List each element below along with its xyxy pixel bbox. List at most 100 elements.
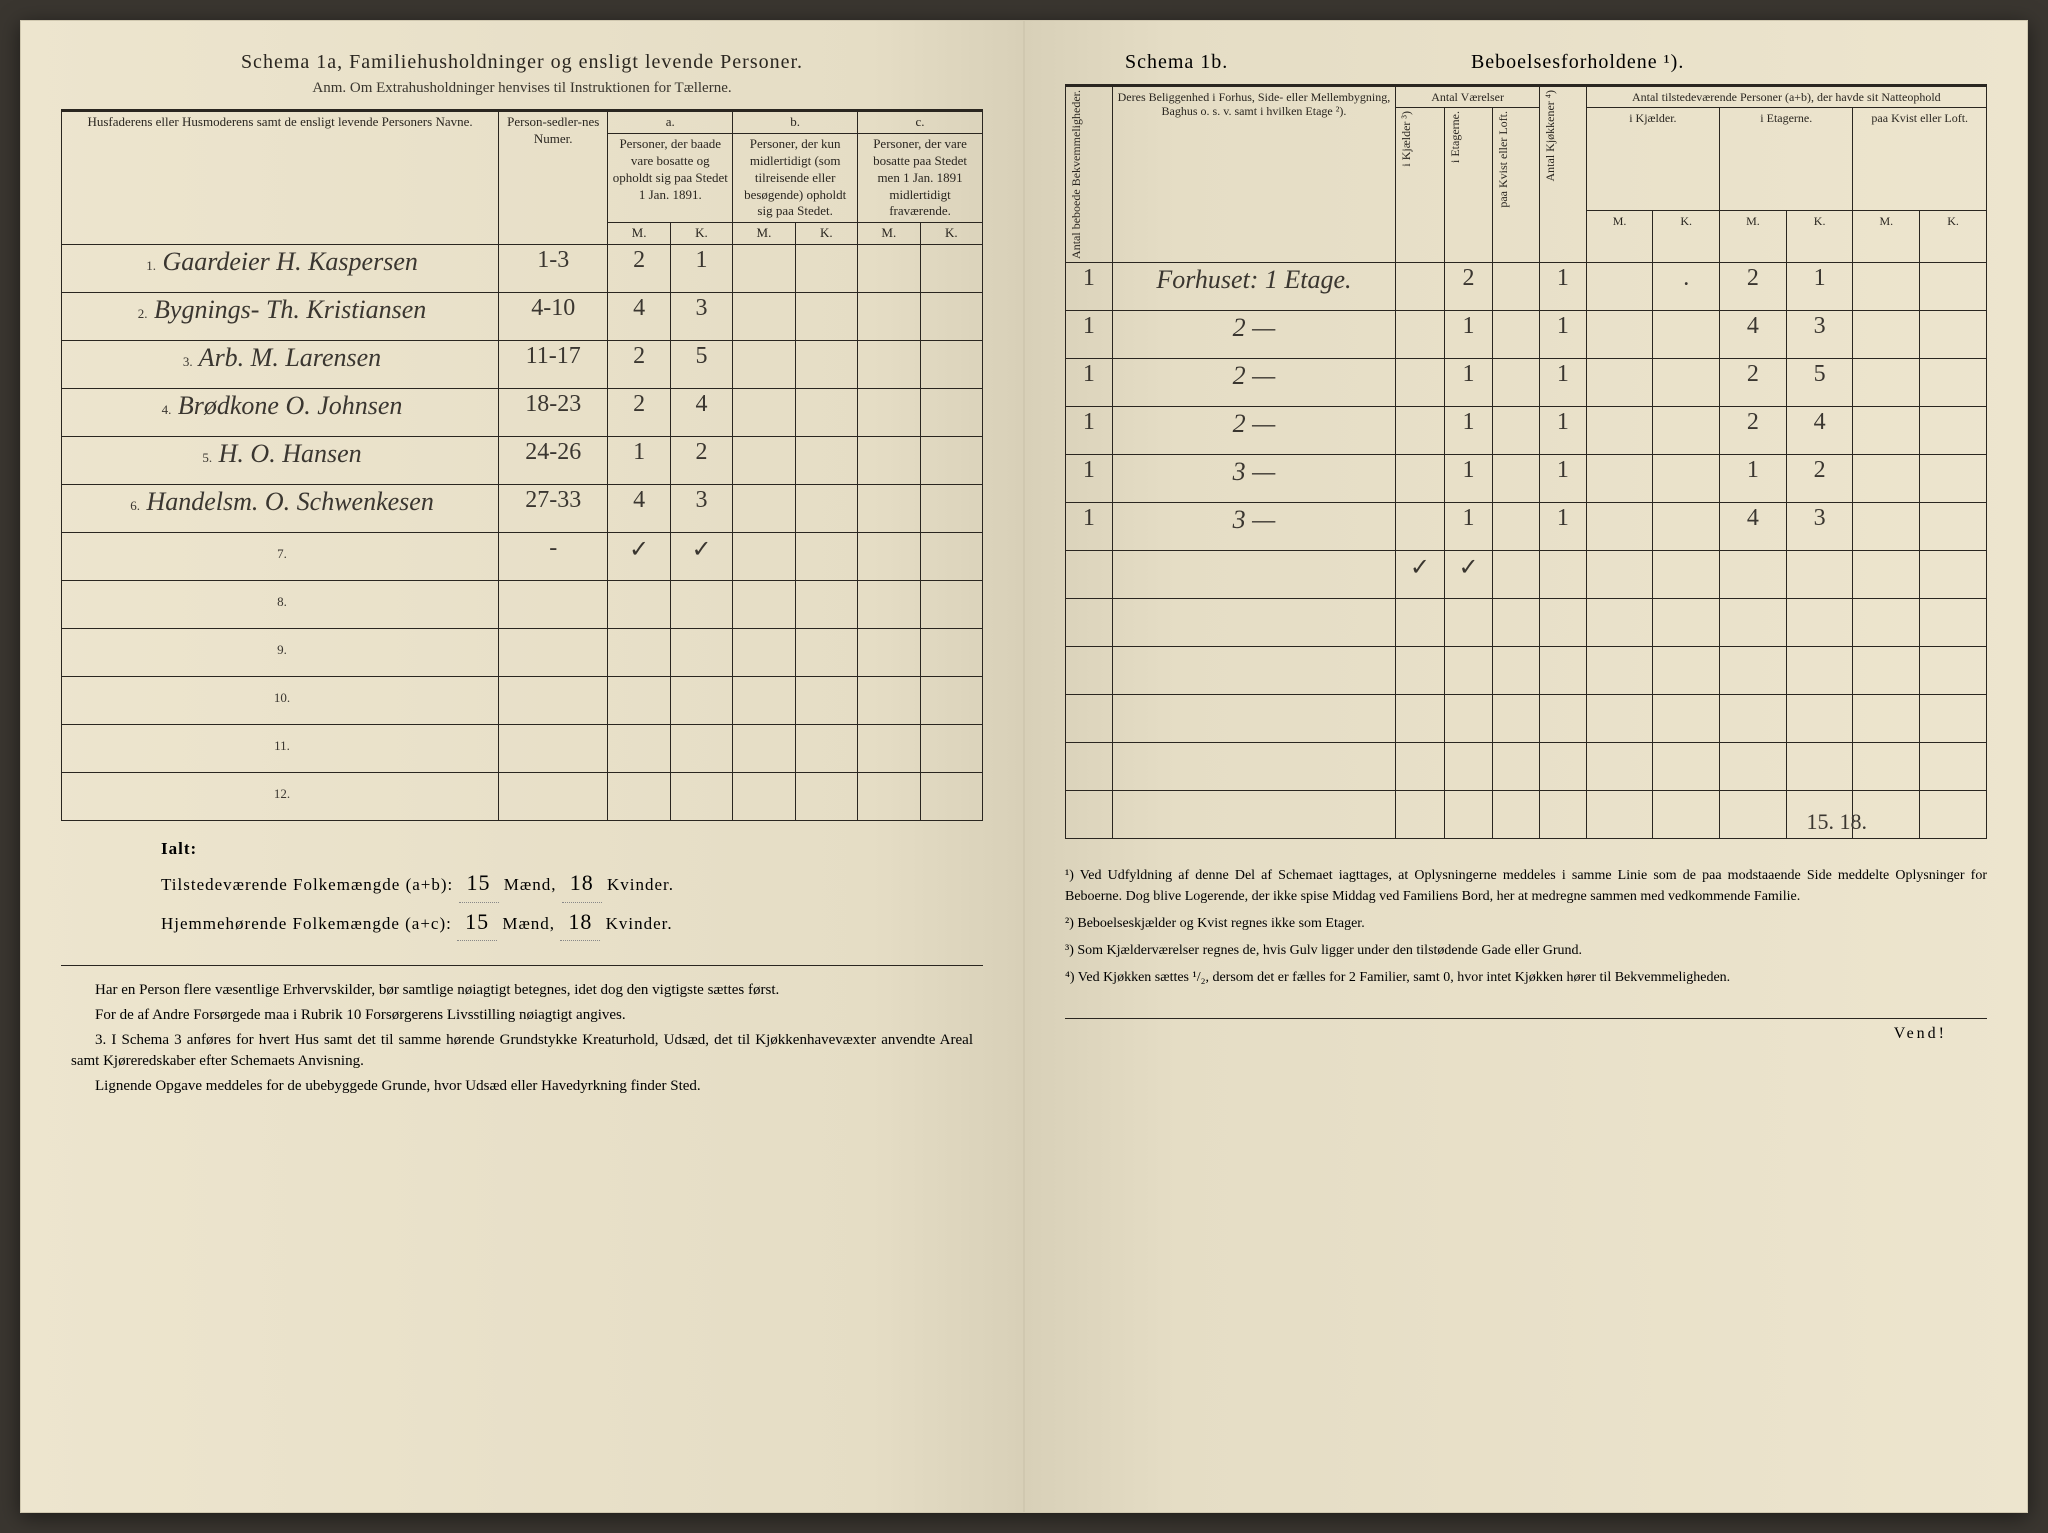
vend-label: Vend! [1065,1018,1987,1043]
cell-loc [1112,598,1396,646]
cell-ak [670,581,732,629]
cell-ak [670,725,732,773]
cell-km [1586,454,1653,502]
cell-km [1586,646,1653,694]
cell-ak: 5 [670,341,732,389]
cell-bm [733,533,795,581]
cell-name: 5. H. O. Hansen [62,437,499,485]
cell-em [1720,646,1787,694]
cell-ck [920,725,982,773]
col-c-text: Personer, der vare bosatte paa Stedet me… [858,133,983,222]
cell-ek [1786,742,1853,790]
cell-ak [670,629,732,677]
col-b-text: Personer, der kun midlertidigt (som tilr… [733,133,858,222]
cell-e: 1 [1444,406,1493,454]
cell-km [1586,742,1653,790]
cell-am [608,773,670,821]
cell-k [1396,406,1445,454]
table-row: 4. Brødkone O. Johnsen18-2324 [62,389,983,437]
cell-kj: 1 [1539,310,1586,358]
cell-bk [795,677,857,725]
cell-bm [733,293,795,341]
cell-am [608,725,670,773]
cell-kj [1539,598,1586,646]
cell-lm [1853,262,1920,310]
cell-ak: ✓ [670,533,732,581]
cell-bk [795,389,857,437]
cell-kj: 1 [1539,262,1586,310]
cell-lm [1853,454,1920,502]
cell-kj: 1 [1539,406,1586,454]
cell-lm [1853,646,1920,694]
table-dwellings: Antal beboede Bekvemmeligheder. Deres Be… [1065,86,1987,839]
table-households: Husfaderens eller Husmoderens samt de en… [61,111,983,821]
cell-e [1444,646,1493,694]
cell-km [1586,358,1653,406]
cell-bk [1066,598,1113,646]
cell-cm [858,533,920,581]
cell-loc: 3 — [1112,454,1396,502]
cell-bk [1066,646,1113,694]
cell-num [499,725,608,773]
cell-lk [1920,358,1987,406]
cell-lk [1920,694,1987,742]
table-row [1066,598,1987,646]
cell-name: 1. Gaardeier H. Kaspersen [62,245,499,293]
instructions-left: Har en Person flere væsentlige Erhvervsk… [61,965,983,1097]
cell-k [1396,310,1445,358]
cell-bk: 1 [1066,262,1113,310]
schema-1a-title: Schema 1a, Familiehusholdninger og ensli… [61,51,983,74]
cell-am: 1 [608,437,670,485]
present-k: 18 [562,864,602,902]
cell-kj: 1 [1539,454,1586,502]
cell-lm [1853,406,1920,454]
cell-bm [733,389,795,437]
cell-num: 4-10 [499,293,608,341]
cell-bm [733,629,795,677]
cell-kk [1653,598,1720,646]
cell-ck [920,533,982,581]
cell-num: 24-26 [499,437,608,485]
cell-ck [920,341,982,389]
cell-km [1586,550,1653,598]
cell-num [499,629,608,677]
cell-k [1396,598,1445,646]
cell-name: 11. [62,725,499,773]
table-row: 12 —1125 [1066,358,1987,406]
cell-em [1720,694,1787,742]
cell-bm [733,581,795,629]
col-a-label: a. [608,112,733,134]
cell-cm [858,437,920,485]
cell-kk [1653,358,1720,406]
cell-kj: 1 [1539,502,1586,550]
present-m: 15 [459,864,499,902]
cell-kk [1653,646,1720,694]
cell-ck [920,293,982,341]
cell-lk [1920,262,1987,310]
present-label: Tilstedeværende Folkemængde (a+b): [161,871,453,900]
cell-loc: 2 — [1112,406,1396,454]
cell-kv [1493,454,1540,502]
table-row [1066,694,1987,742]
table-row: 1Forhuset: 1 Etage.21.21 [1066,262,1987,310]
cell-e [1444,742,1493,790]
cell-e: 1 [1444,454,1493,502]
cell-bm [733,245,795,293]
cell-ak [670,677,732,725]
cell-kv [1493,742,1540,790]
cell-cm [858,341,920,389]
col-c-k: K. [920,223,982,245]
col-in-loft: paa Kvist eller Loft. [1853,108,1987,211]
col-cellar: i Kjælder ³) [1399,111,1413,167]
cell-e: 1 [1444,502,1493,550]
cell-em: 2 [1720,406,1787,454]
cell-num [499,677,608,725]
cell-k: ✓ [1396,550,1445,598]
cell-kj [1539,550,1586,598]
cell-ck [920,581,982,629]
cell-ck [920,677,982,725]
cell-em: 2 [1720,358,1787,406]
col-b-m: M. [733,223,795,245]
col-present-persons: Antal tilstedeværende Personer (a+b), de… [1586,87,1986,108]
cell-num: 1-3 [499,245,608,293]
